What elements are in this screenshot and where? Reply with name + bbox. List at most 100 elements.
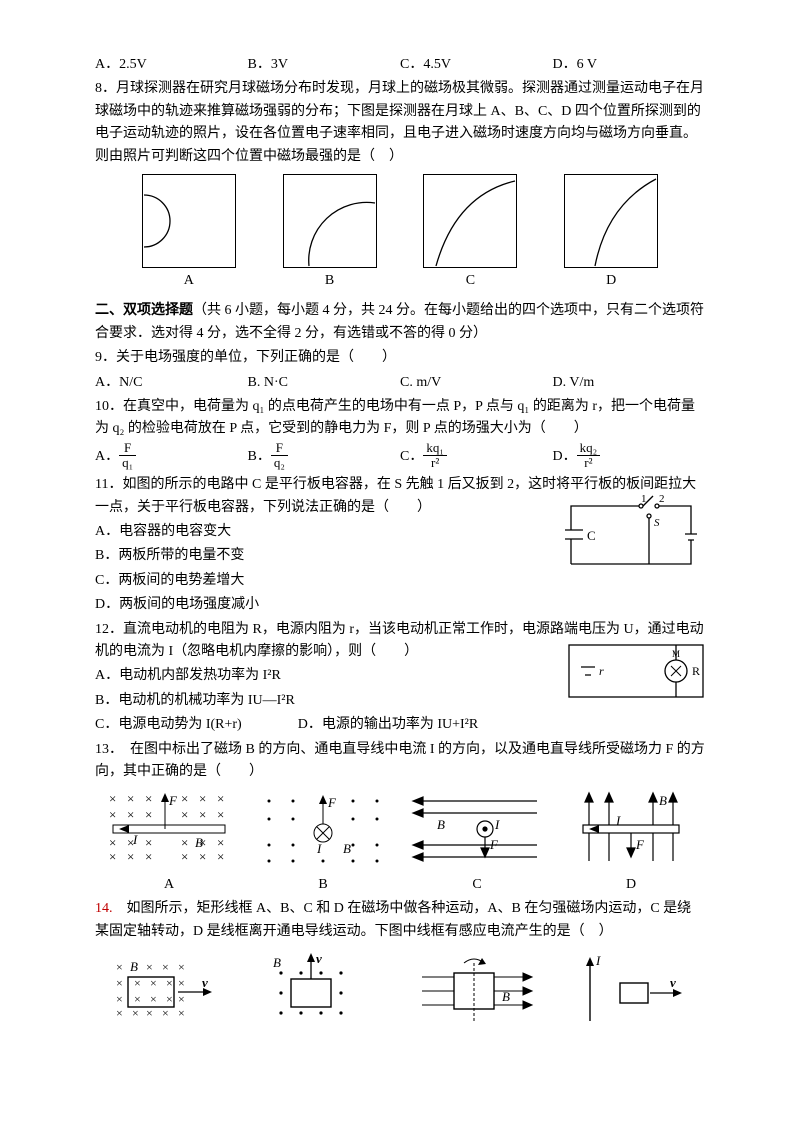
svg-text:×: × xyxy=(134,992,141,1006)
svg-text:×: × xyxy=(217,835,224,850)
svg-text:×: × xyxy=(181,807,188,822)
q8-label-b: B xyxy=(283,270,377,292)
svg-text:×: × xyxy=(181,849,188,864)
svg-text:B: B xyxy=(659,793,667,808)
q12-opt-a: A．电动机内部发热功率为 I²R xyxy=(95,665,515,687)
q11-opt-a: A．电容器的电容变大 xyxy=(95,521,515,543)
svg-text:×: × xyxy=(217,807,224,822)
svg-text:×: × xyxy=(150,976,157,990)
svg-text:×: × xyxy=(181,835,188,850)
svg-text:v: v xyxy=(202,975,208,990)
q10-opt-d: D．kq₂r² xyxy=(553,443,706,473)
q10-text: 10．在真空中，电荷量为 q₁ 的点电荷产生的电场中有一点 P，P 点与 q₁ … xyxy=(95,396,705,441)
svg-text:B: B xyxy=(437,817,445,832)
q12-figure: r R M xyxy=(561,637,711,709)
svg-text:×: × xyxy=(109,849,116,864)
q11-figure: 1 2 C S xyxy=(561,494,711,574)
svg-text:×: × xyxy=(217,791,224,806)
q10-label-b: B． xyxy=(248,446,271,468)
q7-opt-a: A．2.5V xyxy=(95,54,248,76)
svg-text:v: v xyxy=(670,975,676,990)
svg-text:×: × xyxy=(178,976,185,990)
q13-svg-d: B I F xyxy=(561,789,701,865)
q8-diag-b: B xyxy=(283,174,377,292)
svg-text:×: × xyxy=(134,976,141,990)
q8-text: 8．月球探测器在研究月球磁场分布时发现，月球上的磁场极其微弱。探测器通过测量运动… xyxy=(95,78,705,168)
svg-text:×: × xyxy=(127,791,134,806)
q11-block: 11．如图的所示的电路中 C 是平行板电容器，在 S 先触 1 后又扳到 2，这… xyxy=(95,474,705,616)
q12-options: A．电动机内部发热功率为 I²R B．电动机的机械功率为 IU—I²R C．电源… xyxy=(95,665,515,736)
svg-text:×: × xyxy=(181,791,188,806)
q12-opt-cd: C．电源电动势为 I(R+r) D．电源的输出功率为 IU+I²R xyxy=(95,714,515,736)
q11-label-1: 1 xyxy=(641,494,647,505)
q7-options: A．2.5V B．3V C．4.5V D．6 V xyxy=(95,54,705,76)
svg-text:×: × xyxy=(162,1006,169,1020)
svg-text:×: × xyxy=(166,976,173,990)
svg-text:×: × xyxy=(145,807,152,822)
q10-opt-b: B．Fq₂ xyxy=(248,443,401,473)
q12-label-r: r xyxy=(599,664,604,678)
q8-box-c xyxy=(423,174,517,268)
svg-text:×: × xyxy=(166,992,173,1006)
page: A．2.5V B．3V C．4.5V D．6 V 8．月球探测器在研究月球磁场分… xyxy=(0,0,800,1073)
q14-svg-d: I v xyxy=(566,951,696,1031)
q14-diagrams: ×B××× ×× ×× ××××× ××× ××× v xyxy=(95,951,705,1031)
q10-opt-a: A．Fq₁ xyxy=(95,443,248,473)
svg-text:×: × xyxy=(116,1006,123,1020)
svg-text:I: I xyxy=(494,817,500,832)
svg-text:×: × xyxy=(145,791,152,806)
q10-frac-c: kq₁r² xyxy=(423,441,447,471)
q7-opt-c: C．4.5V xyxy=(400,54,553,76)
q13-label-d: D xyxy=(557,874,705,896)
svg-text:×: × xyxy=(150,992,157,1006)
q13-svg-a: ×××××× ×××××× ×××××× ×××××× F I B xyxy=(99,789,239,865)
q12-label-M: M xyxy=(672,649,680,659)
svg-text:×: × xyxy=(178,960,185,974)
q10-label-d: D． xyxy=(553,446,577,468)
q9-opt-c: C. m/V xyxy=(400,372,553,394)
q9-opt-a: A．N/C xyxy=(95,372,248,394)
svg-text:×: × xyxy=(178,1006,185,1020)
svg-text:I: I xyxy=(615,813,621,828)
svg-text:I: I xyxy=(595,953,601,968)
q9-opt-b: B. N·C xyxy=(248,372,401,394)
svg-text:×: × xyxy=(146,960,153,974)
svg-text:I: I xyxy=(316,841,322,856)
q13-cell-c: B I F C xyxy=(403,789,551,896)
svg-text:F: F xyxy=(635,837,645,852)
q8-box-a xyxy=(142,174,236,268)
svg-text:×: × xyxy=(132,1006,139,1020)
svg-text:B: B xyxy=(502,989,510,1004)
svg-text:×: × xyxy=(199,849,206,864)
svg-text:I: I xyxy=(132,832,138,847)
q9-opt-d: D. V/m xyxy=(553,372,706,394)
q8-label-a: A xyxy=(142,270,236,292)
q13-diagrams: ×××××× ×××××× ×××××× ×××××× F I B A xyxy=(95,789,705,896)
svg-text:×: × xyxy=(109,807,116,822)
q11-label-c: C xyxy=(587,528,596,543)
svg-text:F: F xyxy=(327,795,337,810)
q14-svg-c: B xyxy=(412,951,542,1031)
q14-cell-b: B v xyxy=(249,951,397,1031)
svg-text:B: B xyxy=(273,955,281,970)
q9-options: A．N/C B. N·C C. m/V D. V/m xyxy=(95,372,705,394)
svg-text:F: F xyxy=(168,793,178,808)
section2-title: 二、双项选择题 xyxy=(95,303,193,318)
q13-cell-b: F I B B xyxy=(249,789,397,896)
q8-box-d xyxy=(564,174,658,268)
q12-block: 12．直流电动机的电阻为 R，电源内阻为 r，当该电动机正常工作时，电源路端电压… xyxy=(95,619,705,737)
svg-text:B: B xyxy=(130,959,138,974)
q14-cell-a: ×B××× ×× ×× ××××× ××× ××× v xyxy=(95,951,243,1031)
q8-diag-d: D xyxy=(564,174,658,292)
q7-opt-d: D．6 V xyxy=(553,54,706,76)
svg-text:×: × xyxy=(199,807,206,822)
q10-options: A．Fq₁ B．Fq₂ C．kq₁r² D．kq₂r² xyxy=(95,443,705,473)
q11-label-2: 2 xyxy=(659,494,665,505)
q7-opt-b: B．3V xyxy=(248,54,401,76)
q13-cell-d: B I F D xyxy=(557,789,705,896)
svg-text:×: × xyxy=(178,992,185,1006)
svg-text:×: × xyxy=(146,1006,153,1020)
svg-text:F: F xyxy=(489,837,499,852)
q13-label-a: A xyxy=(95,874,243,896)
svg-text:×: × xyxy=(217,849,224,864)
